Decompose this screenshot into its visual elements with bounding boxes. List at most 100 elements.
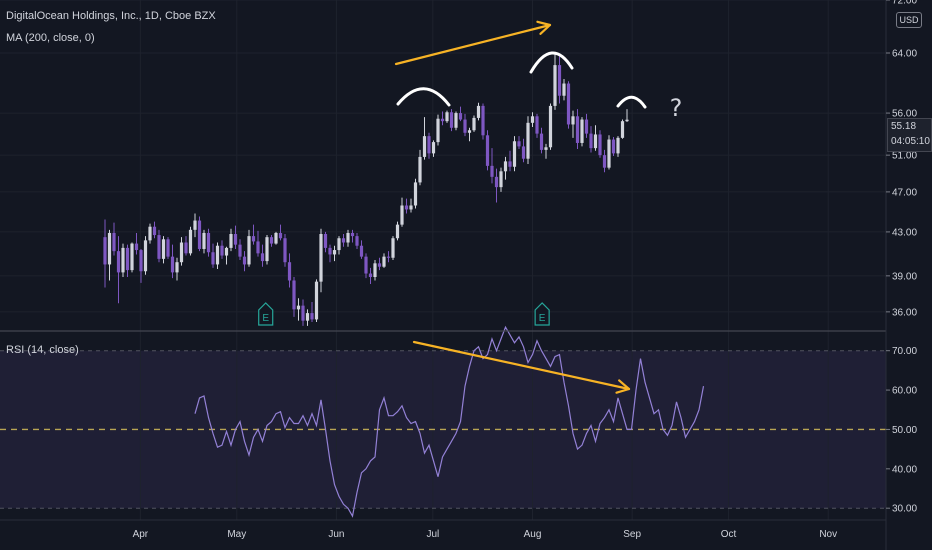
candle	[440, 111, 445, 126]
candle	[319, 228, 323, 293]
candle	[269, 235, 274, 247]
candle-body	[499, 171, 503, 188]
candle-body	[449, 112, 454, 128]
candle-body	[431, 142, 436, 154]
candle	[278, 224, 283, 241]
x-tick-label: Sep	[623, 529, 641, 540]
trend-arrow-rsi-head	[615, 379, 631, 394]
candle-body	[179, 242, 184, 263]
candle-body	[526, 122, 530, 159]
candle	[575, 109, 580, 150]
candle	[400, 197, 404, 227]
candle-body	[188, 229, 193, 254]
candle	[112, 222, 116, 256]
candle-body	[224, 247, 229, 256]
candle	[193, 213, 197, 238]
candle	[571, 110, 575, 138]
candle-body	[310, 313, 314, 320]
candle-body	[305, 313, 310, 321]
price-axis[interactable]: 72.00 64.00 56.00 51.00 47.00 43.00 39.00 36.00	[886, 0, 917, 318]
candle	[395, 221, 400, 241]
candle	[562, 79, 566, 101]
arc-left-shoulder	[396, 87, 451, 107]
candle-body	[454, 113, 458, 128]
candle	[616, 136, 620, 157]
candle-body	[175, 262, 179, 273]
candle-body	[323, 234, 328, 248]
candle-body	[346, 232, 350, 243]
candle	[526, 116, 530, 165]
candle-body	[553, 65, 557, 106]
candle	[125, 244, 130, 277]
candle	[625, 109, 629, 122]
chart-title[interactable]: DigitalOcean Holdings, Inc., 1D, Cboe BZ…	[6, 10, 216, 22]
candle	[409, 198, 413, 213]
candle-body	[382, 256, 386, 267]
candle-body	[445, 112, 449, 122]
candle	[242, 251, 247, 272]
rsi-tick-label: 50.00	[892, 425, 917, 436]
candle-body	[197, 220, 202, 249]
x-tick-label: Aug	[524, 529, 542, 540]
earnings-marker[interactable]: E	[534, 302, 550, 326]
candle-body	[386, 256, 391, 258]
candle-body	[373, 263, 377, 277]
candle	[503, 156, 508, 180]
candle	[323, 231, 328, 253]
candle	[107, 229, 112, 281]
candle-body	[314, 281, 319, 320]
trend-arrow-rsi-shaft	[412, 340, 631, 391]
earnings-marker[interactable]: E	[258, 302, 274, 326]
candle	[481, 103, 485, 140]
candle	[314, 279, 319, 322]
candle-body	[539, 133, 544, 150]
candle-body	[229, 234, 233, 248]
y-tick-label: 36.00	[892, 307, 917, 318]
candle-body	[287, 262, 292, 281]
candle-body	[116, 251, 121, 273]
candle	[512, 136, 517, 172]
candle-body	[152, 226, 157, 236]
candle	[251, 224, 256, 245]
candle-body	[233, 234, 238, 245]
y-tick-label: 72.00	[892, 0, 917, 7]
candle	[215, 242, 220, 269]
currency-badge[interactable]: USD	[896, 12, 922, 28]
candle-body	[107, 232, 112, 265]
candle	[364, 253, 368, 279]
ma-indicator-label[interactable]: MA (200, close, 0)	[6, 32, 95, 44]
candle	[224, 246, 229, 265]
candle	[580, 117, 584, 147]
candle-body	[130, 243, 134, 271]
grid	[0, 0, 886, 520]
candle-body	[193, 220, 197, 230]
arc-right-shoulder	[616, 95, 647, 109]
candle-body	[319, 234, 323, 282]
candle-body	[125, 247, 130, 271]
candle	[472, 115, 476, 132]
candle-body	[170, 256, 175, 273]
candle-body	[161, 239, 166, 259]
x-tick-label: Oct	[721, 529, 737, 540]
time-axis[interactable]: Apr May Jun Jul Aug Sep Oct Nov	[133, 529, 838, 540]
rsi-indicator-label[interactable]: RSI (14, close)	[6, 344, 79, 356]
candle-body	[265, 237, 269, 262]
candles	[103, 54, 629, 326]
candle-body	[562, 83, 566, 96]
candle-body	[512, 141, 517, 167]
candle-body	[206, 232, 211, 253]
candle-body	[485, 135, 490, 166]
rsi-axis[interactable]: 70.00 60.00 50.00 40.00 30.00	[886, 346, 917, 515]
x-tick-label: Apr	[133, 529, 149, 540]
y-tick-label: 39.00	[892, 271, 917, 282]
candle-body	[557, 65, 562, 96]
candle	[256, 230, 260, 257]
candle-body	[616, 137, 620, 154]
rsi-tick-label: 40.00	[892, 464, 917, 475]
candle	[121, 243, 125, 277]
candle	[584, 113, 589, 138]
candle	[233, 225, 238, 249]
candle-body	[418, 156, 422, 183]
candle-body	[490, 165, 494, 177]
